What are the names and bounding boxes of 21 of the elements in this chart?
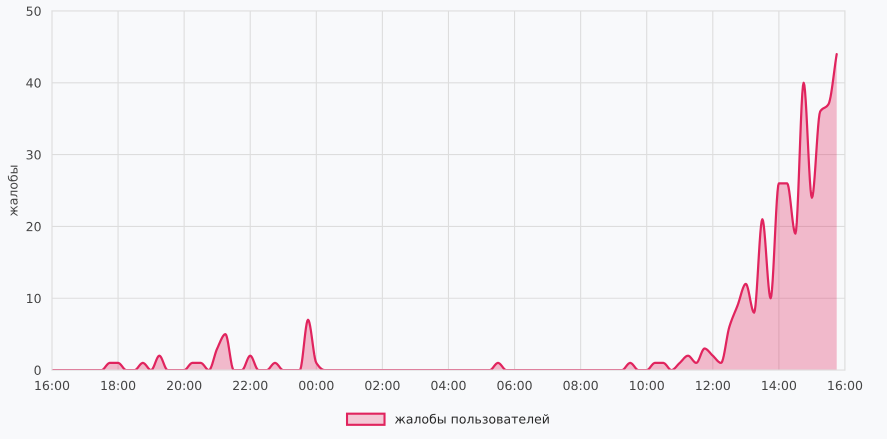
x-tick-label: 16:00	[35, 380, 70, 390]
x-tick-label: 04:00	[431, 380, 466, 390]
y-axis-title: жалобы	[8, 166, 18, 216]
x-tick-label: 14:00	[762, 380, 796, 390]
x-tick-label: 18:00	[101, 380, 136, 390]
x-tick-label: 22:00	[233, 380, 268, 390]
x-tick-label: 20:00	[167, 380, 202, 390]
x-tick-label: 10:00	[630, 380, 664, 390]
legend-label: жалобы пользователей	[394, 414, 549, 424]
y-tick-label: 0	[34, 366, 41, 376]
y-tick-label: 50	[26, 6, 41, 16]
x-tick-label: 06:00	[497, 380, 532, 390]
y-tick-label: 10	[27, 294, 41, 304]
x-tick-label: 02:00	[365, 380, 400, 390]
y-tick-label: 20	[26, 222, 41, 232]
x-tick-label: 08:00	[563, 380, 598, 390]
x-tick-label: 12:00	[696, 380, 730, 390]
y-tick-label: 40	[26, 78, 41, 88]
y-tick-label: 30	[26, 150, 41, 160]
x-tick-label: 00:00	[299, 380, 334, 390]
x-tick-label: 16:00	[828, 380, 862, 390]
